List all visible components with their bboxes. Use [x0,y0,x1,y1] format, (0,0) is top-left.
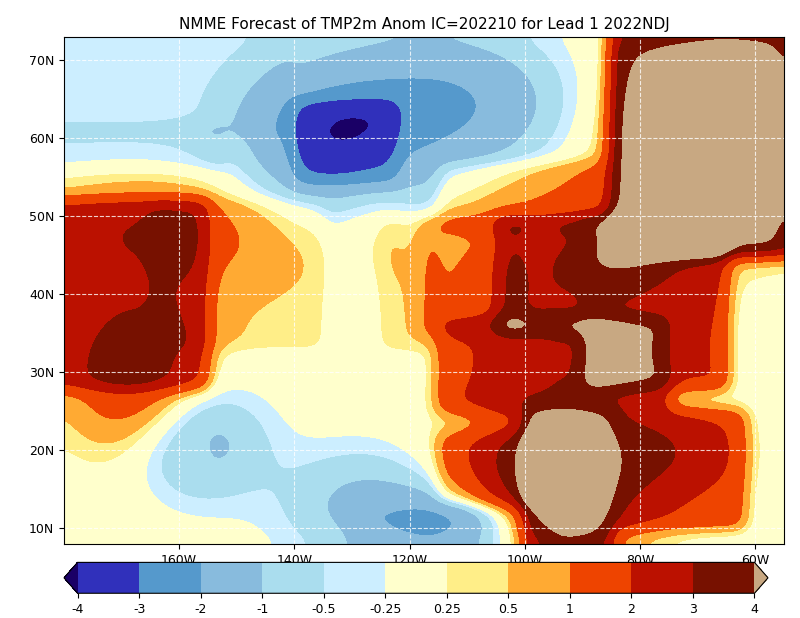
PathPatch shape [64,562,78,593]
Title: NMME Forecast of TMP2m Anom IC=202210 for Lead 1 2022NDJ: NMME Forecast of TMP2m Anom IC=202210 fo… [178,17,670,32]
PathPatch shape [754,562,768,593]
